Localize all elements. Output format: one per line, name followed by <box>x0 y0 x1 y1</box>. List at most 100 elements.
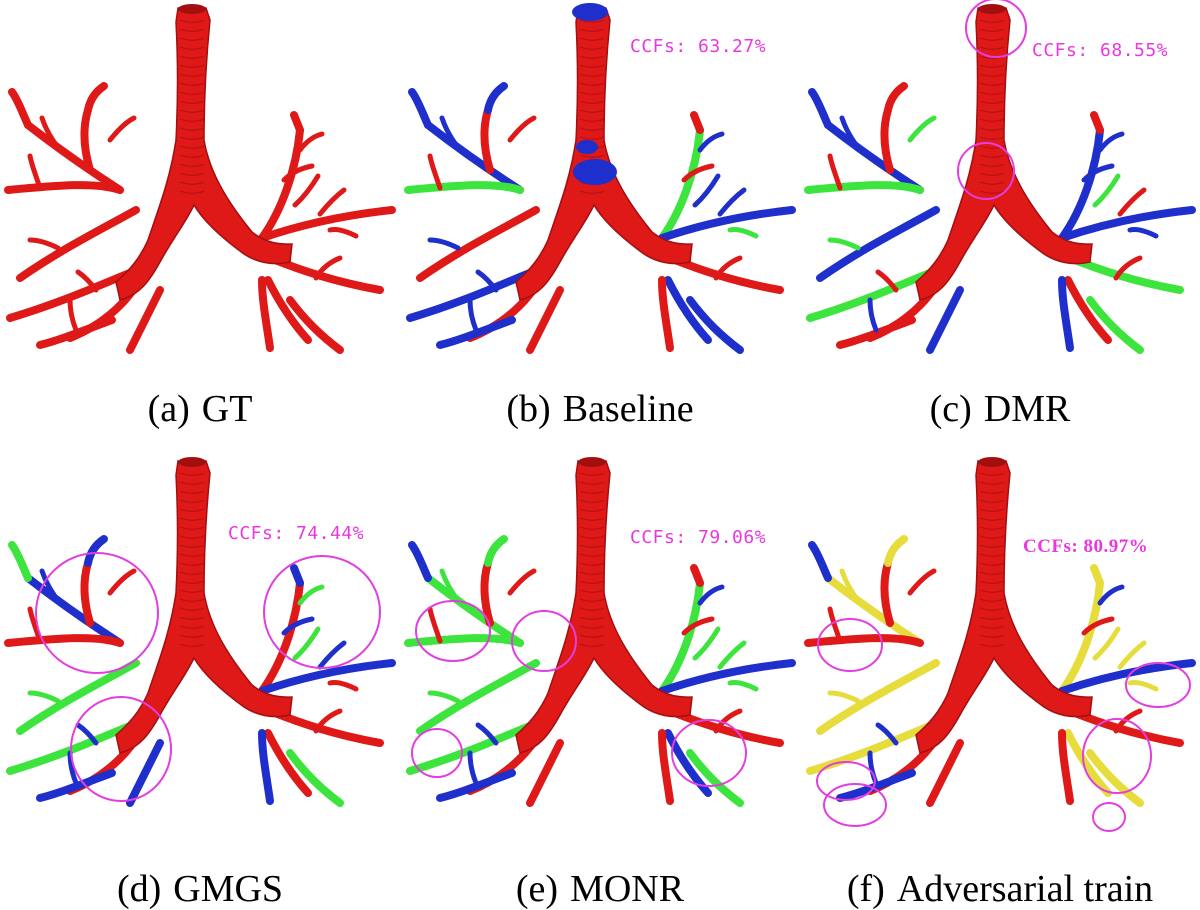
trachea-ring <box>979 571 1005 575</box>
airway-twig <box>427 690 461 704</box>
trachea-ring <box>179 535 205 539</box>
false-negative-blob <box>573 159 617 185</box>
trachea-ring <box>179 580 205 584</box>
airway-branch <box>804 634 924 647</box>
trachea-ring <box>979 181 1005 185</box>
trachea-ring <box>179 517 205 521</box>
airway-branch <box>258 579 304 695</box>
airway-branch <box>84 535 108 567</box>
trachea-opening <box>978 457 1006 467</box>
airway-twig <box>827 237 861 251</box>
airway-branch <box>1058 206 1196 242</box>
airway-branch <box>1090 564 1104 587</box>
trachea-ring <box>179 64 205 68</box>
trachea-ring <box>179 91 205 95</box>
airway-branch <box>658 126 704 242</box>
airway-twig <box>1127 227 1159 239</box>
trachea-ring <box>579 37 605 41</box>
airway-branch <box>404 181 524 194</box>
airway-branch <box>836 316 916 349</box>
trachea-ring <box>179 73 205 77</box>
airway-branch <box>408 88 432 129</box>
airway-branch <box>526 286 564 354</box>
airway-branch <box>8 541 32 582</box>
trachea-ring <box>179 562 205 566</box>
airway-branch <box>36 316 116 349</box>
trachea-ring <box>579 136 605 140</box>
trachea-ring <box>579 118 605 122</box>
trachea-ring <box>579 490 605 494</box>
airway-branch <box>290 564 304 587</box>
trachea-ring <box>179 181 205 185</box>
airway-twig <box>717 187 747 217</box>
trachea-ring <box>979 154 1005 158</box>
airway-twig <box>827 153 843 191</box>
airway-twig <box>281 163 315 183</box>
airway-twig <box>875 722 899 746</box>
trachea-ring <box>979 634 1005 638</box>
trachea-ring <box>579 643 605 647</box>
highlight-circle <box>411 728 463 778</box>
airway-twig <box>467 297 479 333</box>
trachea-ring <box>579 127 605 131</box>
airway-twig <box>27 606 43 644</box>
airway-branch <box>1086 296 1144 354</box>
airway-twig <box>107 115 137 143</box>
ccf-score: CCFs: 68.55% <box>1032 40 1169 61</box>
highlight-circle <box>965 0 1027 58</box>
trachea-ring <box>979 598 1005 602</box>
trachea-opening <box>178 457 206 467</box>
airway-branch <box>824 574 924 647</box>
airway-twig <box>1117 640 1147 670</box>
airway-branch <box>880 106 894 174</box>
airway-twig <box>292 626 321 661</box>
highlight-circle <box>1092 802 1126 832</box>
airway-branch <box>424 574 524 647</box>
highlight-circle <box>35 552 159 674</box>
trachea-ring <box>979 28 1005 32</box>
panel-gmgs: CCFs: 74.44% (d) GMGS <box>0 453 400 908</box>
airway-branch <box>808 88 832 129</box>
airway-twig <box>692 626 721 661</box>
trachea-ring <box>179 154 205 158</box>
caption-letter: (b) <box>506 388 551 430</box>
trachea-opening <box>178 4 206 14</box>
trachea-ring <box>579 19 605 23</box>
airway-branch <box>16 206 140 282</box>
airway-branch <box>286 749 344 807</box>
trachea-ring <box>979 562 1005 566</box>
trachea-ring <box>579 598 605 602</box>
trachea-ring <box>979 82 1005 86</box>
trachea-ring <box>579 109 605 113</box>
airway-branch <box>480 106 494 174</box>
trachea-ring <box>179 481 205 485</box>
trachea-ring <box>979 46 1005 50</box>
airway-branch <box>8 88 32 129</box>
highlight-circle <box>511 610 577 672</box>
airway-branch <box>816 659 940 735</box>
trachea-ring <box>979 526 1005 530</box>
airway-twig <box>67 297 79 333</box>
airway-twig <box>313 255 343 281</box>
trachea-ring <box>979 64 1005 68</box>
trachea-ring <box>979 580 1005 584</box>
highlight-circle <box>957 142 1015 200</box>
trachea-ring <box>179 19 205 23</box>
trachea <box>515 460 693 754</box>
airway-branch <box>1086 749 1144 807</box>
trachea-ring <box>179 589 205 593</box>
false-negative-blob <box>576 140 598 154</box>
airway-twig <box>713 255 743 281</box>
airway-branch <box>404 634 524 647</box>
trachea-ring <box>179 490 205 494</box>
airway-twig <box>1117 187 1147 217</box>
trachea-ring <box>979 535 1005 539</box>
trachea-ring <box>179 625 205 629</box>
airway-twig <box>27 153 43 191</box>
airway-branch <box>690 111 704 134</box>
trachea-ring <box>179 127 205 131</box>
trachea-ring <box>979 481 1005 485</box>
trachea-ring <box>979 607 1005 611</box>
airway-branch <box>24 121 124 194</box>
panel-dmr: CCFs: 68.55% (c) DMR <box>800 0 1200 453</box>
